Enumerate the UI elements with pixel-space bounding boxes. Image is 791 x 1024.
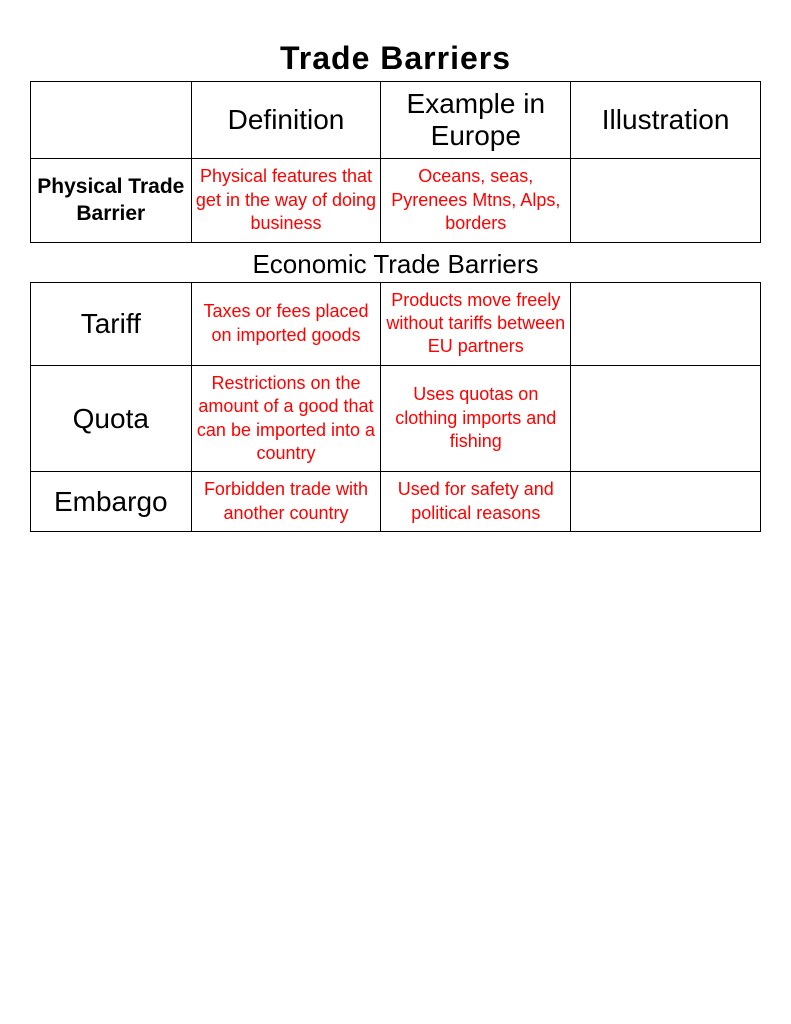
- economic-subheader: Economic Trade Barriers: [30, 249, 761, 280]
- trade-barriers-table-1: Definition Example in Europe Illustratio…: [30, 81, 761, 243]
- header-illustration: Illustration: [571, 82, 761, 159]
- cell-definition: Restrictions on the amount of a good tha…: [191, 365, 381, 472]
- cell-definition: Physical features that get in the way of…: [191, 159, 381, 242]
- row-label-physical: Physical Trade Barrier: [31, 159, 192, 242]
- cell-illustration: [571, 159, 761, 242]
- cell-example: Products move freely without tariffs bet…: [381, 282, 571, 365]
- header-example: Example in Europe: [381, 82, 571, 159]
- page-title: Trade Barriers: [30, 40, 761, 77]
- cell-example: Used for safety and political reasons: [381, 472, 571, 532]
- cell-illustration: [571, 365, 761, 472]
- row-label-tariff: Tariff: [31, 282, 192, 365]
- table-row: Tariff Taxes or fees placed on imported …: [31, 282, 761, 365]
- cell-illustration: [571, 472, 761, 532]
- header-definition: Definition: [191, 82, 381, 159]
- row-label-embargo: Embargo: [31, 472, 192, 532]
- trade-barriers-table-2: Tariff Taxes or fees placed on imported …: [30, 282, 761, 533]
- cell-example: Uses quotas on clothing imports and fish…: [381, 365, 571, 472]
- cell-example: Oceans, seas, Pyrenees Mtns, Alps, borde…: [381, 159, 571, 242]
- cell-definition: Taxes or fees placed on imported goods: [191, 282, 381, 365]
- cell-definition: Forbidden trade with another country: [191, 472, 381, 532]
- table-header-row: Definition Example in Europe Illustratio…: [31, 82, 761, 159]
- cell-illustration: [571, 282, 761, 365]
- table-row: Quota Restrictions on the amount of a go…: [31, 365, 761, 472]
- table-row: Embargo Forbidden trade with another cou…: [31, 472, 761, 532]
- row-label-quota: Quota: [31, 365, 192, 472]
- table-row: Physical Trade Barrier Physical features…: [31, 159, 761, 242]
- header-blank: [31, 82, 192, 159]
